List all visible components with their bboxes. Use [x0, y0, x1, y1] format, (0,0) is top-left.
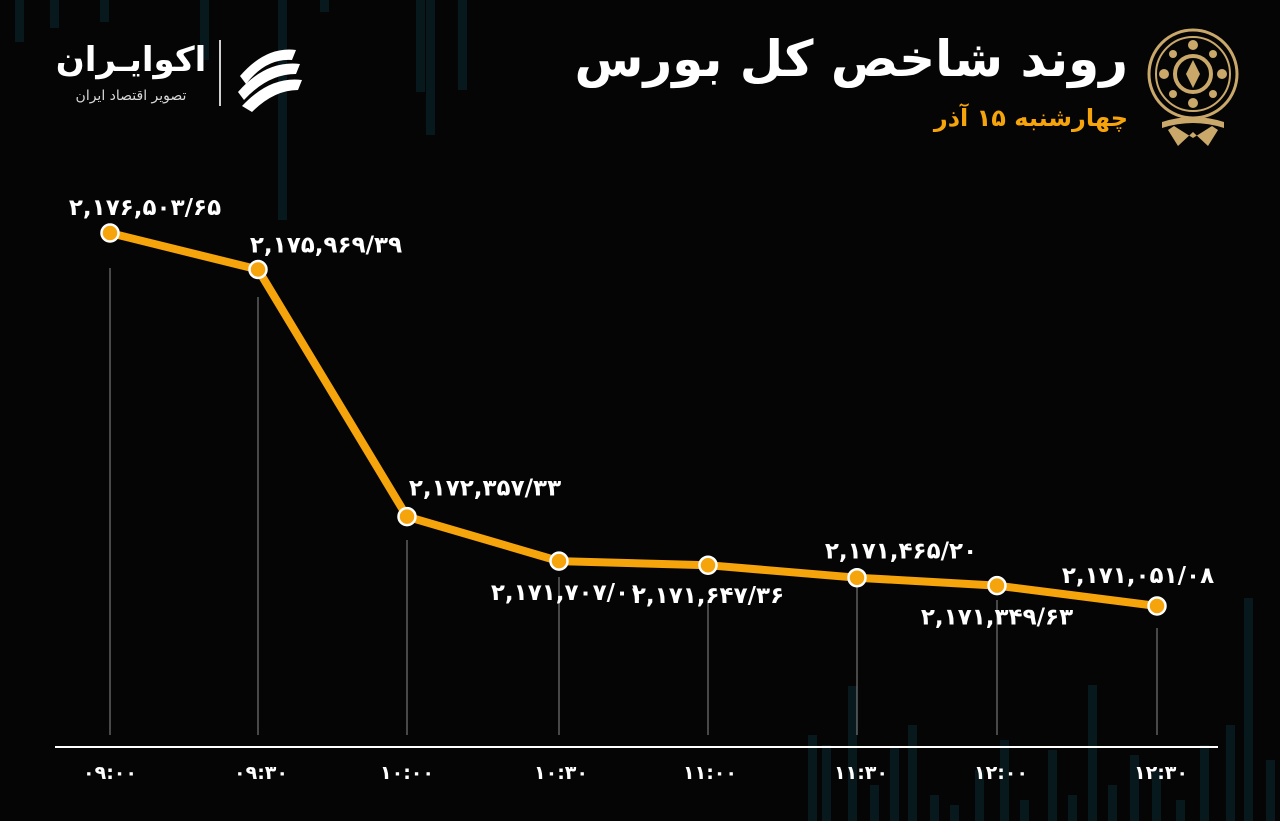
x-tick-label: ۱۰:۰۰ — [380, 762, 434, 784]
tehran-stock-exchange-emblem-icon — [1147, 28, 1239, 146]
background-bar — [822, 745, 831, 821]
background-bar — [1176, 800, 1185, 821]
background-bar — [1108, 785, 1117, 821]
background-bar — [200, 0, 209, 60]
background-bar — [848, 686, 857, 821]
background-bar — [320, 0, 329, 12]
data-point — [698, 555, 718, 575]
background-bar — [458, 0, 467, 90]
x-tick-label: ۱۱:۰۰ — [683, 762, 737, 784]
x-tick-label: ۱۲:۳۰ — [1134, 762, 1188, 784]
page-date: چهارشنبه ۱۵ آذر — [933, 104, 1128, 132]
data-point — [847, 567, 867, 588]
brand-divider — [219, 40, 221, 106]
background-bar — [808, 735, 817, 821]
data-label: ۲,۱۷۲,۳۵۷/۳۳ — [409, 476, 561, 502]
background-bar — [100, 0, 109, 22]
page-title: روند شاخص کل بورس — [574, 30, 1128, 88]
data-point — [987, 575, 1007, 596]
data-label: ۲,۱۷۱,۰۵۱/۰۸ — [1062, 563, 1214, 589]
background-bar — [870, 785, 879, 821]
background-bar — [15, 0, 24, 42]
background-bar — [1068, 795, 1077, 821]
data-label: ۲,۱۷۱,۴۶۵/۲۰ — [825, 539, 977, 565]
data-label: ۲,۱۷۱,۶۴۷/۳۶ — [632, 583, 784, 609]
background-bar — [950, 805, 959, 821]
decorative-background-bars — [15, 0, 1275, 821]
x-tick-label: ۱۲:۰۰ — [974, 762, 1028, 784]
x-tick-label: ۱۰:۳۰ — [534, 762, 588, 784]
x-tick-label: ۰۹:۰۰ — [83, 762, 137, 784]
data-label: ۲,۱۷۶,۵۰۳/۶۵ — [69, 195, 221, 221]
data-label: ۲,۱۷۱,۷۰۷/۰۱ — [491, 580, 643, 606]
series-line — [106, 229, 1161, 610]
data-label: ۲,۱۷۵,۹۶۹/۳۹ — [250, 233, 402, 259]
data-point — [397, 506, 417, 527]
background-bar — [426, 0, 435, 135]
background-bar — [1000, 740, 1009, 821]
data-label: ۲,۱۷۱,۳۴۹/۶۳ — [921, 605, 1073, 631]
background-bar — [1020, 800, 1029, 821]
background-bar — [930, 795, 939, 821]
background-bar — [416, 0, 425, 92]
background-bar — [1200, 745, 1209, 821]
data-point — [549, 551, 569, 571]
background-bar — [1088, 685, 1097, 821]
x-tick-label: ۱۱:۳۰ — [834, 762, 888, 784]
background-bar — [1130, 755, 1139, 821]
data-point — [1147, 596, 1167, 616]
background-bar — [1266, 760, 1275, 821]
brand-tagline: تصویر اقتصاد ایران — [75, 88, 187, 104]
data-point — [100, 223, 120, 243]
background-bar — [975, 770, 984, 821]
x-tick-label: ۰۹:۳۰ — [234, 762, 288, 784]
background-bar — [1152, 770, 1161, 821]
brand-name: اکوایـران — [55, 40, 207, 80]
ecoiran-logo-icon — [238, 49, 302, 112]
data-labels: ۲,۱۷۶,۵۰۳/۶۵ ۲,۱۷۵,۹۶۹/۳۹ ۲,۱۷۲,۳۵۷/۳۳ ۲,۱۷… — [69, 195, 1214, 631]
background-bar — [908, 725, 917, 821]
background-bar — [1226, 725, 1235, 821]
background-bar — [278, 0, 287, 220]
background-bar — [1048, 750, 1057, 821]
background-bar — [1244, 598, 1253, 821]
guide-lines — [109, 268, 1158, 735]
data-points — [100, 223, 1167, 616]
x-tick-labels: ۰۹:۰۰ ۰۹:۳۰ ۱۰:۰۰ ۱۰:۳۰ ۱۱:۰۰ ۱۱:۳۰ ۱۲:۰۰ ۱۲:۳۰ — [83, 762, 1188, 784]
background-bar — [890, 748, 899, 821]
data-point — [248, 259, 268, 280]
background-bar — [50, 0, 59, 28]
